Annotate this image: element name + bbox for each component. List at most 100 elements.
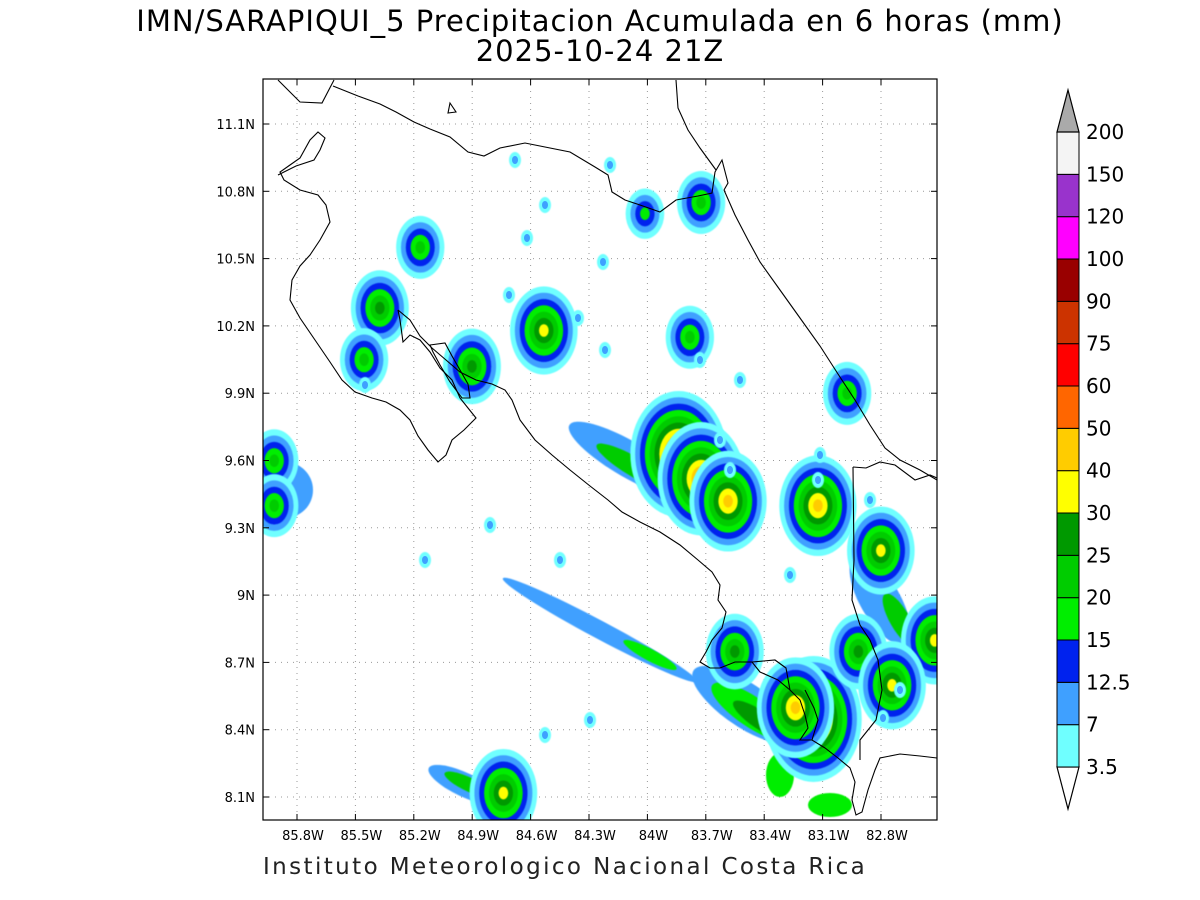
colorbar-label: 120 [1086, 205, 1124, 229]
colorbar-label: 60 [1086, 374, 1111, 398]
longitude-axis: 85.8W 85.5W 85.2W 84.9W 84.6W 84.3W 84W 83.7W 83… [282, 79, 908, 844]
rain-speck-core [542, 201, 548, 209]
colorbar-label: 30 [1086, 501, 1111, 525]
rain-band [623, 639, 677, 671]
lat-tick-label: 11.1N [216, 118, 255, 133]
colorbar-upper-arrow [1056, 87, 1080, 133]
lat-tick-label: 8.4N [225, 724, 255, 739]
rain-cell [269, 454, 280, 468]
rain-cell [374, 301, 385, 315]
rain-speck-core [817, 451, 823, 459]
colorbar-swatch [1056, 554, 1080, 599]
rain-speck-core [600, 258, 606, 266]
rain-cell [729, 645, 740, 658]
colorbar-label: 15 [1086, 628, 1111, 652]
lon-tick-label: 84W [639, 829, 669, 844]
lon-tick-label: 84.9W [457, 829, 499, 844]
colorbar-label: 75 [1086, 332, 1111, 356]
colorbar-legend: 3.5 7 12.5 15 20 25 30 40 50 60 75 90 100 120 150 200 [1056, 87, 1131, 812]
rain-cell [640, 207, 650, 221]
arenal-area [429, 342, 471, 399]
rain-speck-core [867, 496, 873, 504]
lat-tick-label: 8.7N [225, 656, 255, 671]
rain-speck-core [880, 714, 886, 722]
rain-cell [539, 324, 549, 337]
lon-tick-label: 83.1W [808, 829, 850, 844]
rain-speck-core [542, 731, 548, 739]
osa-coast [719, 661, 937, 816]
rain-speck-core [422, 556, 428, 564]
rain-speck-core [362, 381, 368, 389]
rain-speck-core [575, 314, 581, 322]
colorbar-swatch [1056, 216, 1080, 260]
rain-cell [467, 360, 477, 373]
colorbar-label: 150 [1086, 162, 1124, 186]
rain-speck-core [512, 156, 518, 164]
rain-cell [929, 634, 937, 647]
colorbar-swatch [1056, 258, 1080, 302]
rain-cell [696, 196, 706, 209]
rain-speck-core [897, 686, 903, 694]
rain-speck-core [607, 161, 613, 169]
colorbar-swatch [1056, 512, 1080, 556]
colorbar-swatch [1056, 385, 1080, 429]
rain-speck-core [787, 571, 793, 579]
map-title: IMN/SARAPIQUI_5 Precipitacion Acumulada … [136, 4, 1064, 38]
lon-tick-label: 85.2W [399, 829, 441, 844]
colorbar-lower-arrow [1056, 766, 1080, 812]
panama-border-east [851, 466, 883, 760]
colorbar-swatch [1056, 300, 1080, 345]
colorbar-swatch [1056, 470, 1080, 514]
map-frame [262, 78, 938, 821]
rain-speck-core [737, 376, 743, 384]
footer-credit: Instituto Meteorologico Nacional Costa R… [263, 854, 868, 880]
lon-tick-label: 85.5W [340, 829, 382, 844]
rain-speck-core [524, 234, 530, 242]
pacific-coast-guanacaste [277, 131, 477, 463]
lon-tick-label: 83.4W [749, 829, 791, 844]
rain-cell [415, 241, 426, 254]
lon-tick-label: 85.8W [282, 829, 324, 844]
lon-tick-label: 82.8W [866, 829, 908, 844]
lat-tick-label: 9.3N [225, 522, 255, 537]
lake-island [447, 101, 457, 114]
colorbar-label: 90 [1086, 289, 1111, 313]
colorbar-swatch [1056, 131, 1080, 175]
colorbar-label: 25 [1086, 543, 1111, 567]
rain-cell [813, 499, 823, 512]
colorbar-swatch [1056, 427, 1080, 472]
lon-tick-label: 84.3W [574, 829, 616, 844]
coastline-boundaries [277, 79, 937, 816]
lon-tick-label: 84.6W [516, 829, 558, 844]
colorbar-label: 40 [1086, 459, 1111, 483]
rain-cell [269, 499, 280, 512]
lat-tick-label: 10.8N [216, 185, 255, 200]
rain-cell [723, 494, 733, 508]
rain-cell [853, 645, 864, 658]
rain-cell [842, 387, 852, 400]
rain-speck-core [487, 521, 493, 529]
colorbar-swatch [1056, 681, 1080, 726]
colorbar-label: 12.5 [1086, 670, 1131, 694]
lat-tick-label: 10.5N [216, 253, 255, 268]
lat-tick-label: 9.6N [225, 455, 255, 470]
rain-speck-core [587, 716, 593, 724]
colorbar-swatch [1056, 343, 1080, 387]
nicoya-gulf-coast [397, 309, 727, 669]
panama-border-south [751, 659, 819, 741]
colorbar-label: 50 [1086, 416, 1111, 440]
rain-speck-core [557, 556, 563, 564]
lat-tick-label: 10.2N [216, 320, 255, 335]
panama-border-north [852, 461, 937, 481]
rain-cell [876, 544, 886, 557]
rain-cell [790, 701, 801, 715]
precipitation-field [263, 152, 937, 820]
rain-cell [685, 330, 695, 344]
colorbar-label: 100 [1086, 247, 1124, 271]
rain-speck-core [602, 346, 608, 354]
nicaragua-border [332, 85, 729, 213]
lat-tick-label: 9.9N [225, 387, 255, 402]
rain-speck-core [727, 466, 733, 474]
colorbar-swatch [1056, 597, 1080, 641]
